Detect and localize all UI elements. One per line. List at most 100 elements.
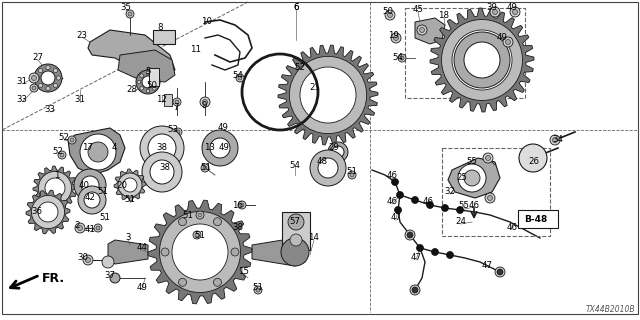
Text: 17: 17 — [83, 143, 93, 153]
Circle shape — [486, 156, 490, 161]
Text: B-48: B-48 — [524, 214, 548, 223]
Circle shape — [513, 10, 518, 14]
Text: 33: 33 — [45, 106, 56, 115]
Circle shape — [407, 232, 413, 238]
Text: 49: 49 — [218, 124, 228, 132]
Text: 55: 55 — [467, 157, 477, 166]
Circle shape — [172, 224, 228, 280]
Circle shape — [410, 285, 420, 295]
Circle shape — [148, 134, 176, 162]
Circle shape — [118, 173, 142, 197]
Circle shape — [80, 134, 116, 170]
Bar — [282, 212, 310, 250]
Circle shape — [426, 202, 433, 209]
Text: 12: 12 — [157, 95, 168, 105]
Text: 16: 16 — [232, 201, 243, 210]
Circle shape — [417, 25, 427, 35]
Circle shape — [405, 230, 415, 240]
Text: 4: 4 — [111, 143, 116, 153]
Polygon shape — [448, 158, 500, 198]
Polygon shape — [68, 128, 125, 175]
Text: 2: 2 — [74, 220, 80, 229]
Text: 39: 39 — [486, 4, 497, 12]
Text: 51: 51 — [195, 230, 205, 239]
Circle shape — [142, 76, 154, 88]
Text: 49: 49 — [507, 4, 517, 12]
Circle shape — [140, 126, 184, 170]
Text: 53: 53 — [168, 125, 179, 134]
Circle shape — [31, 76, 36, 81]
Circle shape — [81, 176, 99, 194]
Circle shape — [490, 7, 500, 17]
Circle shape — [488, 196, 493, 201]
Text: 5: 5 — [145, 68, 151, 76]
Text: 25: 25 — [456, 173, 467, 182]
Text: 52: 52 — [294, 63, 305, 73]
Bar — [405, 8, 525, 98]
Circle shape — [46, 65, 50, 69]
Circle shape — [493, 10, 497, 14]
Circle shape — [387, 12, 392, 18]
Circle shape — [510, 7, 520, 17]
Text: 30: 30 — [77, 253, 88, 262]
Circle shape — [94, 224, 102, 232]
Circle shape — [256, 288, 260, 292]
Polygon shape — [430, 8, 534, 112]
Circle shape — [202, 100, 207, 105]
Circle shape — [38, 202, 58, 222]
Circle shape — [128, 12, 132, 16]
Text: 51: 51 — [253, 284, 264, 292]
Text: 47: 47 — [390, 213, 401, 222]
Text: 14: 14 — [308, 234, 319, 243]
Circle shape — [173, 98, 181, 106]
Circle shape — [140, 87, 143, 90]
Circle shape — [350, 173, 354, 177]
Circle shape — [140, 74, 143, 77]
Text: 32: 32 — [445, 188, 456, 196]
Bar — [153, 30, 175, 44]
Circle shape — [417, 244, 424, 252]
Circle shape — [385, 10, 395, 20]
Text: 23: 23 — [77, 30, 88, 39]
Circle shape — [447, 252, 454, 259]
Circle shape — [202, 130, 238, 166]
Circle shape — [458, 164, 486, 192]
Text: 20: 20 — [116, 180, 127, 189]
Circle shape — [485, 193, 495, 203]
Text: 6: 6 — [293, 4, 299, 12]
Circle shape — [45, 178, 65, 198]
Text: 38: 38 — [159, 164, 170, 172]
Circle shape — [136, 70, 160, 94]
Text: 6: 6 — [293, 4, 299, 12]
Circle shape — [552, 138, 557, 142]
Circle shape — [310, 150, 346, 186]
Circle shape — [46, 86, 50, 91]
Circle shape — [84, 192, 100, 208]
Circle shape — [318, 158, 338, 178]
Circle shape — [412, 196, 419, 204]
Circle shape — [288, 214, 304, 230]
Text: 46: 46 — [387, 197, 397, 206]
Polygon shape — [415, 18, 445, 44]
Text: 46: 46 — [422, 197, 433, 206]
Text: 55: 55 — [458, 201, 470, 210]
Circle shape — [146, 71, 150, 75]
Circle shape — [442, 20, 522, 100]
Text: 10: 10 — [202, 18, 212, 27]
Circle shape — [155, 80, 159, 84]
Circle shape — [60, 153, 64, 157]
Text: 13: 13 — [205, 143, 216, 153]
Circle shape — [30, 84, 38, 92]
Circle shape — [198, 213, 202, 217]
Text: 24: 24 — [456, 218, 467, 227]
Circle shape — [412, 287, 418, 293]
Polygon shape — [148, 200, 252, 304]
Circle shape — [529, 155, 536, 162]
Text: 52: 52 — [58, 133, 70, 142]
Circle shape — [408, 233, 413, 237]
Circle shape — [238, 201, 246, 209]
Text: 50: 50 — [383, 7, 394, 17]
Text: TX44B2010B: TX44B2010B — [586, 305, 635, 314]
Circle shape — [442, 204, 449, 212]
Circle shape — [70, 138, 74, 142]
